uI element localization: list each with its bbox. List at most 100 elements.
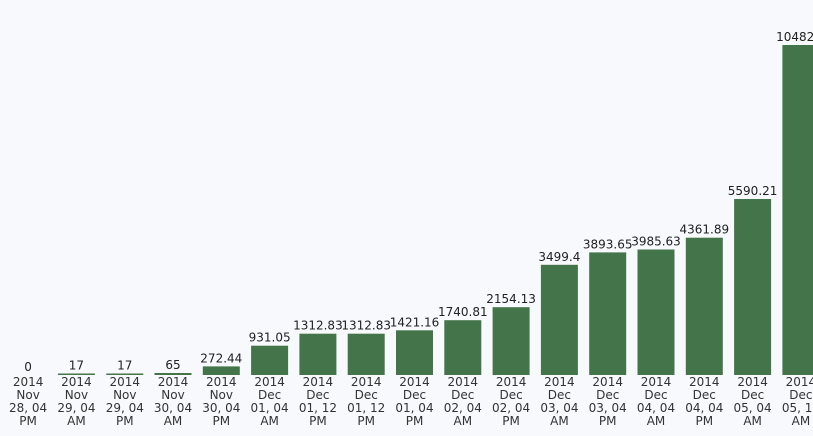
x-tick-line: 03, 04 (589, 401, 627, 415)
x-tick-line: 2014 (158, 375, 189, 389)
data-label-7: 1312.83 (341, 319, 391, 333)
x-tick-line: PM (19, 414, 37, 428)
bar-4 (202, 366, 240, 375)
bar-8 (396, 330, 433, 375)
x-tick-line: PM (357, 414, 375, 428)
x-tick-label-11: 2014 Dec 03, 04 AM (540, 375, 578, 428)
data-label-3: 65 (165, 358, 180, 372)
x-tick-label-15: 2014 Dec 05, 04 AM (734, 375, 772, 428)
x-tick-label-13: 2014 Dec 04, 04 AM (637, 375, 675, 428)
x-tick-line: Nov (16, 388, 39, 402)
data-label-4: 272.44 (200, 351, 242, 365)
x-tick-line: 2014 (448, 375, 479, 389)
bar-16 (782, 45, 813, 375)
x-tick-label-9: 2014 Dec 02, 04 AM (444, 375, 482, 428)
x-tick-line: AM (454, 414, 473, 428)
x-tick-line: 01, 12 (299, 401, 337, 415)
x-tick-line: 2014 (110, 375, 141, 389)
x-tick-line: 04, 04 (637, 401, 675, 415)
data-label-2: 17 (117, 359, 132, 373)
x-tick-line: Dec (403, 388, 426, 402)
x-tick-line: AM (67, 414, 86, 428)
data-label-13: 3985.63 (631, 235, 681, 249)
data-label-5: 931.05 (249, 331, 291, 345)
data-label-9: 1740.81 (438, 305, 488, 319)
x-tick-label-14: 2014 Dec 04, 04 PM (685, 375, 723, 428)
x-tick-line: 2014 (254, 375, 285, 389)
x-tick-label-8: 2014 Dec 01, 04 PM (395, 375, 433, 428)
bar-14 (685, 237, 723, 375)
data-label-14: 4361.89 (679, 223, 729, 237)
data-label-6: 1312.83 (293, 319, 343, 333)
x-tick-line: 29, 04 (57, 401, 95, 415)
x-tick-label-2: 2014 Nov 29, 04 PM (106, 375, 144, 428)
x-tick-line: Dec (741, 388, 764, 402)
x-tick-line: 30, 04 (154, 401, 192, 415)
x-tick-line: 2014 (351, 375, 382, 389)
x-tick-line: AM (550, 414, 569, 428)
bar-1 (57, 373, 95, 375)
x-tick-line: Dec (355, 388, 378, 402)
data-label-16: 10482.1 (776, 30, 813, 44)
x-tick-line: 2014 (592, 375, 623, 389)
x-tick-line: PM (309, 414, 327, 428)
x-tick-label-5: 2014 Dec 01, 04 AM (251, 375, 289, 428)
x-tick-line: 2014 (737, 375, 768, 389)
x-tick-line: Dec (258, 388, 281, 402)
x-tick-line: Dec (499, 388, 522, 402)
x-tick-line: 04, 04 (685, 401, 723, 415)
x-tick-line: AM (260, 414, 279, 428)
x-tick-line: 2014 (61, 375, 92, 389)
x-tick-line: 2014 (206, 375, 237, 389)
data-label-12: 3893.65 (583, 237, 633, 251)
x-tick-line: Dec (596, 388, 619, 402)
x-tick-line: Dec (693, 388, 716, 402)
x-tick-line: 30, 04 (202, 401, 240, 415)
x-tick-line: AM (792, 414, 811, 428)
x-tick-line: 01, 04 (395, 401, 433, 415)
bar-10 (492, 307, 530, 375)
bar-15 (734, 199, 772, 375)
x-tick-line: 2014 (496, 375, 527, 389)
x-tick-line: Dec (306, 388, 329, 402)
x-tick-line: PM (599, 414, 617, 428)
x-tick-label-12: 2014 Dec 03, 04 PM (589, 375, 627, 428)
x-tick-line: PM (406, 414, 424, 428)
x-tick-line: Nov (65, 388, 88, 402)
x-tick-line: 2014 (544, 375, 575, 389)
bar-13 (637, 249, 675, 375)
data-label-8: 1421.16 (390, 315, 440, 329)
data-label-1: 17 (69, 359, 84, 373)
x-tick-label-7: 2014 Dec 01, 12 PM (347, 375, 385, 428)
x-tick-label-3: 2014 Nov 30, 04 AM (154, 375, 192, 428)
x-tick-line: Dec (789, 388, 812, 402)
x-tick-line: 03, 04 (540, 401, 578, 415)
x-tick-line: 01, 04 (251, 401, 289, 415)
x-tick-line: 2014 (689, 375, 720, 389)
x-tick-line: PM (213, 414, 231, 428)
bar-9 (444, 320, 482, 375)
x-tick-line: 05, 11 (782, 401, 813, 415)
x-tick-line: Nov (161, 388, 184, 402)
x-tick-line: AM (164, 414, 183, 428)
x-tick-line: 2014 (786, 375, 813, 389)
x-tick-line: AM (743, 414, 762, 428)
x-tick-line: 2014 (303, 375, 334, 389)
x-tick-line: Dec (548, 388, 571, 402)
x-tick-line: PM (502, 414, 520, 428)
bar-3 (154, 373, 192, 375)
bar-5 (251, 345, 289, 375)
x-tick-line: 2014 (13, 375, 44, 389)
x-tick-label-10: 2014 Dec 02, 04 PM (492, 375, 530, 428)
bar-11 (540, 264, 578, 375)
x-tick-label-1: 2014 Nov 29, 04 AM (57, 375, 95, 428)
x-tick-line: 2014 (641, 375, 672, 389)
x-tick-line: 2014 (399, 375, 430, 389)
x-tick-line: PM (696, 414, 714, 428)
x-tick-label-0: 2014 Nov 28, 04 PM (9, 375, 47, 428)
bar-7 (347, 333, 385, 375)
x-tick-line: 28, 04 (9, 401, 47, 415)
